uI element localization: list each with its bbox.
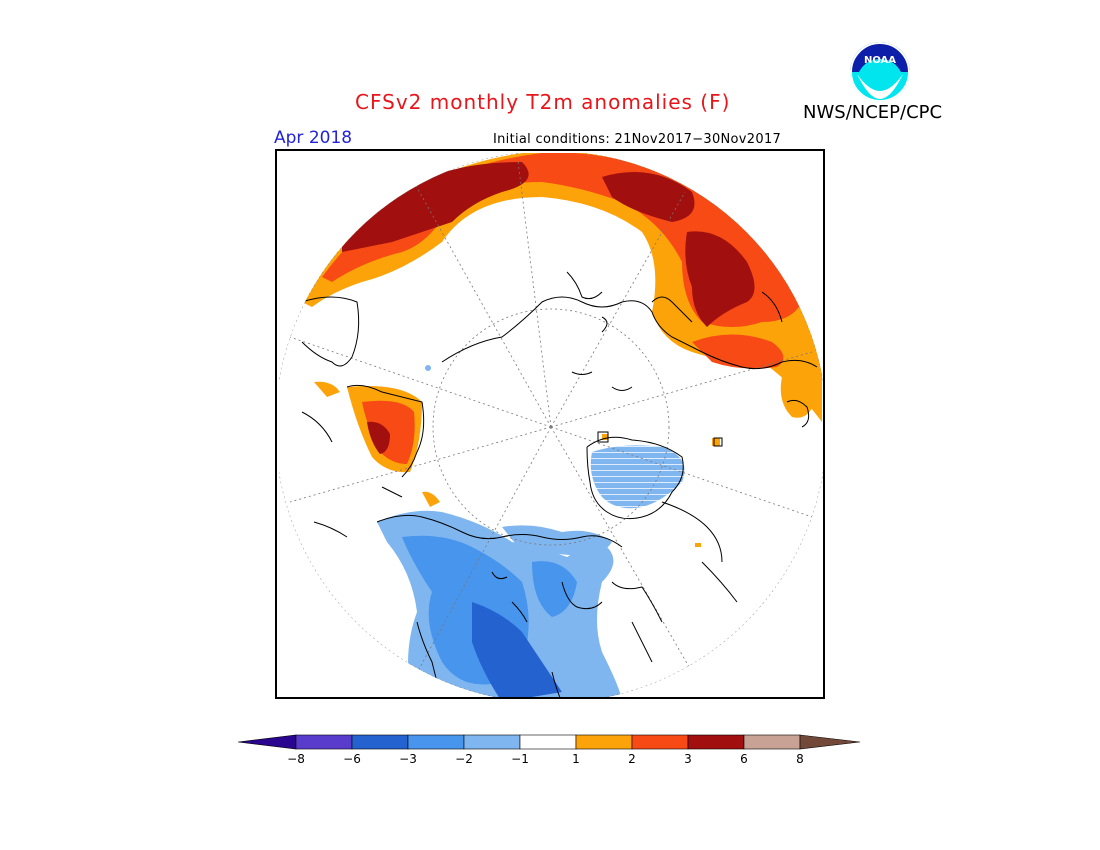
logo-text: NOAA (864, 55, 896, 66)
colorbar-tick-label: 6 (740, 752, 748, 766)
colorbar-bin-n6-n3 (351, 734, 409, 750)
colorbar-high-arrow (799, 734, 861, 750)
lat-circle-70 (432, 308, 670, 546)
alaska-max (367, 421, 390, 454)
colorbar-tick-label: 8 (796, 752, 804, 766)
colorbar-low-arrow (237, 734, 297, 750)
colorbar-bin-n3-n2 (407, 734, 465, 750)
colorbar-tick-label: 1 (572, 752, 580, 766)
colorbar-tick-label: −8 (287, 752, 305, 766)
colorbar-bin-p6-p8 (743, 734, 801, 750)
colorbar-tick-label: −2 (455, 752, 473, 766)
colorbar-tick-label: 2 (628, 752, 636, 766)
initial-conditions: Initial conditions: 21Nov2017−30Nov2017 (493, 132, 782, 147)
eurasia-max (342, 162, 529, 252)
colorbar-bin-p1-p2 (575, 734, 633, 750)
colorbar-bin-n8-n6 (295, 734, 353, 750)
colorbar-bin-p3-p6 (687, 734, 745, 750)
noaa-logo: NOAA (849, 41, 911, 107)
colorbar-bin-neutral (519, 734, 577, 750)
hudson-cold (532, 561, 577, 617)
map-title: CFSv2 monthly T2m anomalies (F) (355, 90, 731, 114)
east-europe-warm (692, 334, 784, 369)
colorbar (237, 731, 862, 757)
small-warm-spot (695, 543, 701, 547)
colorbar-bin-n2-n1 (463, 734, 521, 750)
iceland-warm (712, 438, 720, 446)
west-alaska-warm (314, 381, 340, 397)
small-cold-spot (425, 365, 431, 371)
east-europe-orange (780, 376, 817, 418)
colorbar-tick-label: 3 (684, 752, 692, 766)
colorbar-tick-label: −1 (511, 752, 529, 766)
colorbar-bin-p2-p3 (631, 734, 689, 750)
colorbar-tick-label: −3 (399, 752, 417, 766)
coastlines (301, 271, 818, 697)
greenland-cold (590, 445, 685, 509)
russia-max (602, 172, 695, 222)
forecast-month: Apr 2018 (274, 128, 353, 148)
colorbar-tick-label: −6 (343, 752, 361, 766)
arctic-islands-cold (502, 525, 612, 557)
polar-map (275, 149, 825, 699)
map-canvas (279, 153, 823, 697)
yukon-warm (422, 491, 440, 507)
plains-cold-core (472, 602, 562, 697)
scandinavia-max (685, 231, 755, 327)
svalbard-warm (602, 434, 608, 440)
agency-label: NWS/NCEP/CPC (803, 102, 943, 123)
